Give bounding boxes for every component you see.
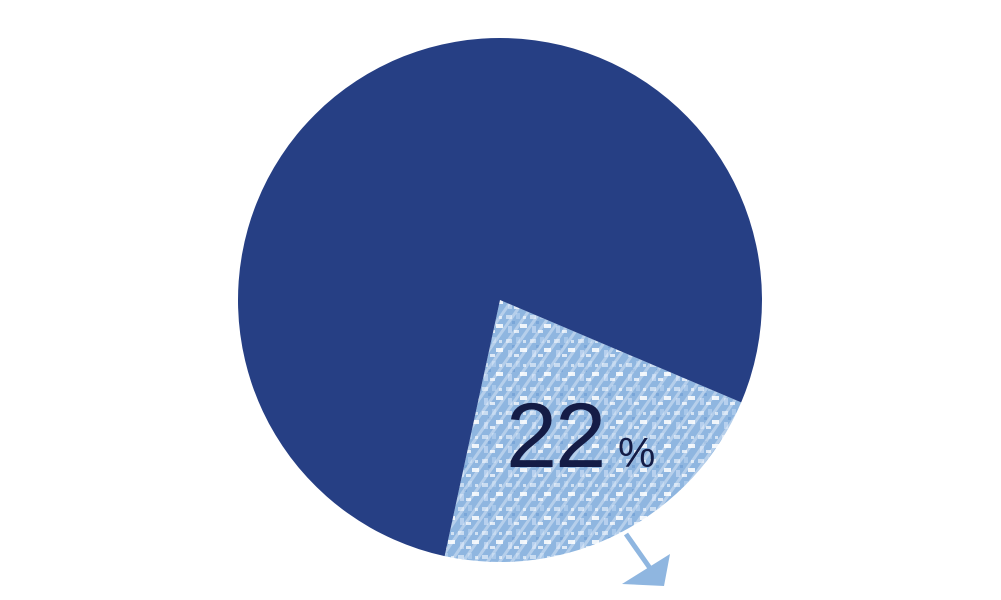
callout-arrow [622, 532, 670, 586]
pie-slice-main [237, 37, 762, 557]
slice-unit-label: % [618, 429, 655, 476]
callout-arrow-line [623, 532, 655, 573]
slice-label: 22 % [506, 385, 655, 487]
pie-slices [237, 37, 762, 562]
pie-slice-highlighted-texture [444, 300, 742, 562]
callout-arrow-head [622, 554, 670, 586]
slice-value-label: 22 [506, 385, 604, 487]
